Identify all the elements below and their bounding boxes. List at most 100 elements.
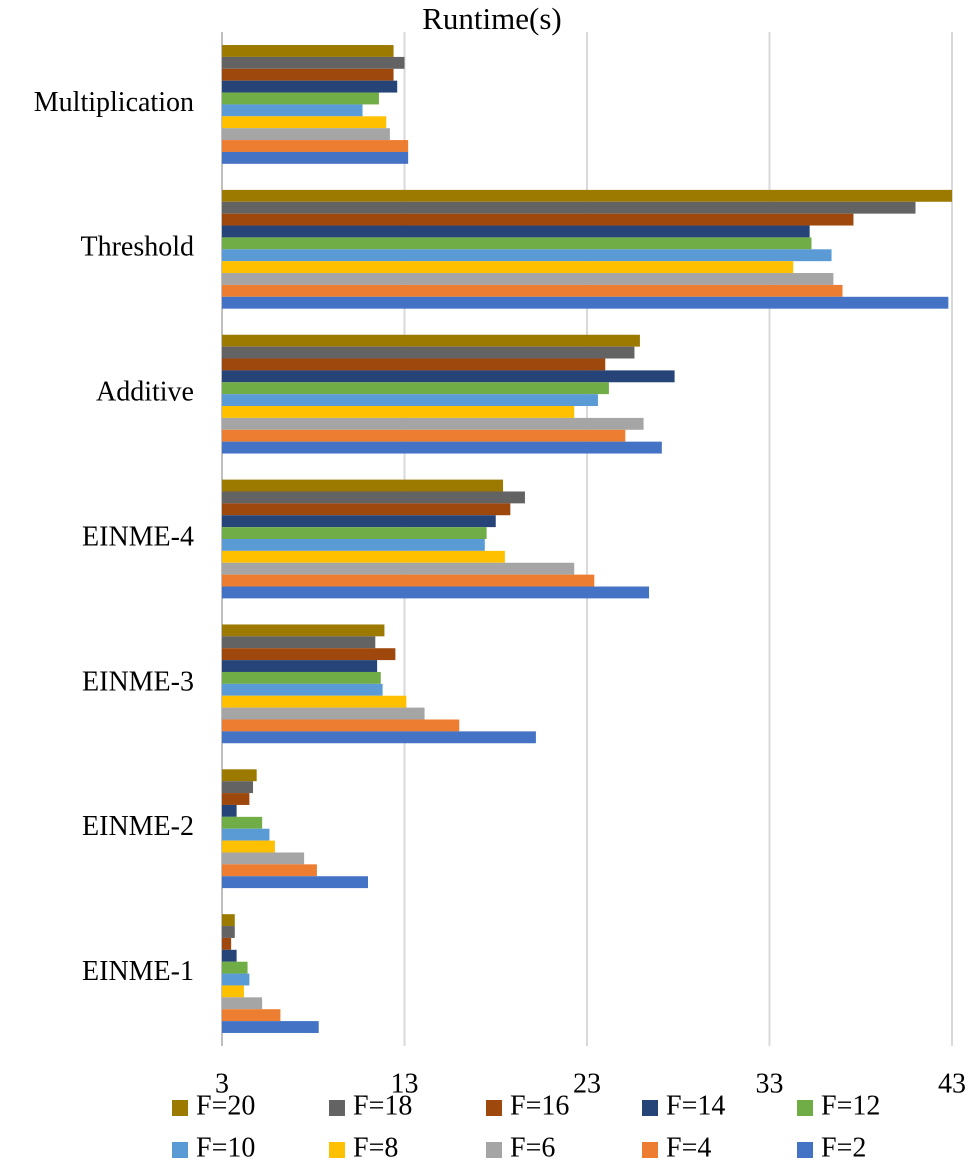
bar: [222, 997, 263, 1010]
bar: [222, 296, 949, 309]
bar: [222, 562, 575, 575]
legend-swatch: [486, 1142, 502, 1158]
y-tick-label: Additive: [96, 377, 194, 408]
bar: [222, 985, 244, 998]
bar: [222, 334, 640, 347]
bar: [222, 358, 606, 371]
bar: [222, 346, 635, 359]
bar: [222, 394, 598, 407]
x-tick-label: 3: [215, 1068, 229, 1099]
chart-title: Runtime(s): [422, 1, 562, 36]
bar: [222, 914, 235, 927]
legend-label: F=18: [353, 1090, 412, 1121]
bar: [222, 816, 263, 829]
bar: [222, 429, 626, 442]
legend-label: F=14: [666, 1090, 725, 1121]
bar: [222, 515, 496, 528]
legend-swatch: [172, 1142, 188, 1158]
bar: [222, 539, 485, 551]
bar: [222, 92, 379, 105]
bar: [222, 973, 250, 986]
x-tick-label: 13: [391, 1068, 419, 1099]
legend-swatch: [797, 1142, 813, 1158]
bar: [222, 671, 381, 684]
bar: [222, 151, 409, 164]
y-tick-label: Threshold: [80, 232, 194, 263]
bar: [222, 707, 425, 720]
bar: [222, 201, 916, 214]
legend-swatch: [642, 1100, 658, 1116]
legend-swatch: [172, 1100, 188, 1116]
bar: [222, 769, 257, 782]
legend-swatch: [486, 1100, 502, 1116]
bar: [222, 479, 504, 492]
legend-swatch: [797, 1100, 813, 1116]
bar: [222, 225, 810, 238]
y-tick-label: EINME-1: [82, 956, 194, 987]
bar: [222, 370, 675, 383]
bar: [222, 80, 398, 93]
bar: [222, 273, 834, 285]
bar: [222, 1009, 281, 1022]
legend-swatch: [642, 1142, 658, 1158]
x-tick-label: 43: [938, 1068, 966, 1099]
legend-swatch: [329, 1100, 345, 1116]
legend-label: F=12: [821, 1090, 880, 1121]
bar: [222, 249, 832, 262]
y-tick-label: Multiplication: [34, 87, 194, 118]
x-tick-label: 33: [756, 1068, 784, 1099]
bar: [222, 68, 394, 81]
bar: [222, 116, 387, 129]
bar: [222, 382, 609, 395]
bar: [222, 574, 595, 587]
bar: [222, 840, 275, 853]
bar: [222, 45, 394, 57]
bar: [222, 104, 363, 117]
bar: [222, 695, 407, 708]
bar: [222, 417, 644, 430]
bar: [222, 189, 952, 202]
y-tick-label: EINME-3: [82, 666, 194, 697]
bar: [222, 237, 812, 250]
y-tick-label: EINME-2: [82, 811, 194, 842]
bar: [222, 56, 405, 69]
bar: [222, 128, 390, 141]
legend-label: F=8: [353, 1132, 398, 1163]
bar: [222, 926, 235, 938]
bar: [222, 683, 383, 696]
legend-label: F=20: [196, 1090, 255, 1121]
bar: [222, 719, 460, 732]
legend-label: F=10: [196, 1132, 255, 1163]
bar: [222, 624, 385, 637]
bar: [222, 261, 794, 274]
bar: [222, 527, 487, 539]
legend-label: F=16: [510, 1090, 569, 1121]
bar: [222, 406, 575, 418]
bar: [222, 660, 378, 672]
bar: [222, 828, 270, 841]
bar: [222, 284, 843, 297]
bar: [222, 804, 237, 817]
bar: [222, 441, 662, 454]
x-tick-label: 23: [573, 1068, 601, 1099]
bar: [222, 876, 368, 889]
legend-label: F=4: [666, 1132, 711, 1163]
y-tick-label: EINME-4: [82, 521, 194, 552]
bar: [222, 648, 396, 661]
bar: [222, 937, 232, 950]
bar: [222, 586, 650, 599]
bar: [222, 864, 317, 877]
bar: [222, 781, 254, 794]
legend-swatch: [329, 1142, 345, 1158]
bar: [222, 961, 248, 974]
bar: [222, 491, 525, 504]
bar: [222, 140, 409, 152]
bar: [222, 213, 854, 226]
legend-label: F=2: [821, 1132, 866, 1163]
bar: [222, 793, 250, 805]
bar: [222, 949, 237, 962]
bar: [222, 503, 511, 516]
legend-label: F=6: [510, 1132, 555, 1163]
bar: [222, 731, 536, 744]
